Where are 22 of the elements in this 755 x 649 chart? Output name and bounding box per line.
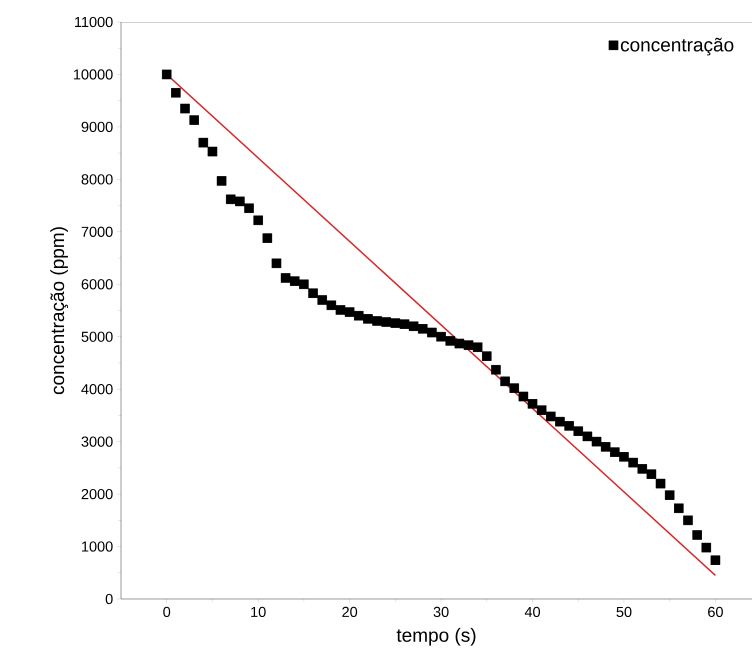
y-tick-label: 2000 <box>82 488 113 500</box>
y-tick-label: 4000 <box>81 384 113 394</box>
x-tick-label: 50 <box>616 606 632 618</box>
y-tick-label: 10000 <box>74 69 113 80</box>
y-tick-label: 3000 <box>81 436 113 447</box>
legend-label: concentração <box>620 38 734 56</box>
x-tick-label: 10 <box>251 606 266 618</box>
y-tick-label: 9000 <box>82 122 113 132</box>
y-tick-label: 8000 <box>82 174 113 185</box>
y-tick-label: 7000 <box>82 226 113 237</box>
y-tick-label: 1000 <box>82 541 113 552</box>
x-axis-title: tempo (s) <box>396 628 476 646</box>
x-tick-label: 0 <box>163 606 170 618</box>
y-tick-label: 0 <box>106 594 113 604</box>
x-tick-label: 20 <box>342 606 358 618</box>
x-tick-label: 40 <box>524 606 540 618</box>
x-tick-label: 60 <box>708 606 723 618</box>
y-tick-label: 5000 <box>82 332 113 342</box>
x-tick-label: 30 <box>434 606 449 618</box>
y-axis-title: concentração (ppm) <box>50 227 68 394</box>
y-tick-label: 11000 <box>75 16 113 28</box>
y-tick-label: 6000 <box>82 279 113 290</box>
